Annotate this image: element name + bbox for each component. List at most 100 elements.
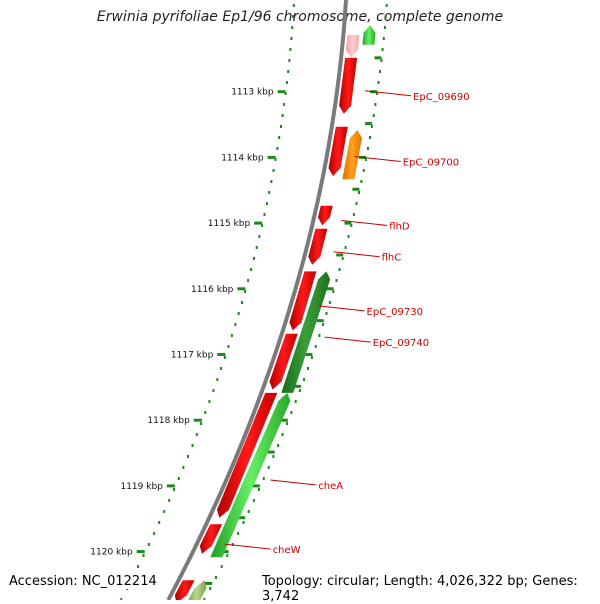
ruler-dot <box>374 103 377 106</box>
kbp-minor-tick <box>267 450 275 454</box>
ruler-dot <box>220 367 223 370</box>
gene-arrow-epc_09740 <box>281 271 331 393</box>
ruler-dot <box>292 4 295 7</box>
ruler-dot <box>268 191 271 194</box>
ruler-dot <box>352 213 355 216</box>
kbp-tick <box>237 287 246 291</box>
gene-label-leader <box>324 336 371 343</box>
kbp-tick <box>254 221 263 225</box>
kbp-label: 1119 kbp <box>120 482 163 492</box>
ruler-dot <box>242 521 245 524</box>
ruler-dot <box>237 532 240 535</box>
kbp-minor-tick <box>374 56 382 60</box>
kbp-minor-tick <box>205 581 213 585</box>
ruler-dot <box>332 290 335 293</box>
ruler-dot <box>310 356 313 359</box>
gene-label: cheW <box>273 545 301 556</box>
ruler-dot <box>263 213 266 216</box>
kbp-label: 1116 kbp <box>191 285 234 295</box>
gene-arrow <box>174 580 195 600</box>
kbp-tick <box>277 90 286 94</box>
ruler-dot <box>255 246 258 249</box>
ruler-dot <box>168 499 171 502</box>
gene-labels: EpC_09690 EpC_09700 flhD flhC EpC_09730 EpC_0… <box>224 90 470 556</box>
ruler-dot <box>367 147 369 150</box>
ruler-dot <box>318 334 321 337</box>
kbp-minor-tick <box>238 516 246 520</box>
ruler-dot <box>338 268 341 271</box>
ruler-dot <box>153 532 156 535</box>
ruler-dot <box>173 488 175 491</box>
ruler-dot <box>385 4 388 7</box>
ruler-dot <box>120 598 123 600</box>
gene-label: cheA <box>318 481 343 492</box>
ruler-dot <box>291 26 294 29</box>
gene-label: EpC_09700 <box>403 158 459 169</box>
ruler-dot <box>298 389 301 392</box>
ruler-dot <box>272 169 275 172</box>
ruler-dot <box>283 103 286 106</box>
ruler-dot <box>163 510 166 513</box>
gene-label-leader <box>270 479 317 486</box>
ruler-dot <box>381 48 384 51</box>
gene-label-leader <box>354 156 401 162</box>
gene-arrow <box>217 392 278 518</box>
ruler-dot <box>289 48 292 51</box>
ruler-dot <box>325 312 328 315</box>
ruler-dot <box>209 587 212 590</box>
ruler-dot <box>290 37 293 40</box>
ruler-dot <box>277 444 280 447</box>
ruler-dot <box>380 59 383 62</box>
ruler-dot <box>216 378 219 381</box>
ruler-dot <box>344 246 347 249</box>
ruler-dot <box>158 521 161 524</box>
ruler-dot <box>265 202 268 205</box>
ruler-dot <box>377 81 380 84</box>
gene-arrow-chea <box>210 392 291 558</box>
gene-arrow-epc_09700 <box>328 126 348 177</box>
ruler-dot <box>272 455 275 458</box>
ruler-dot <box>362 169 365 172</box>
ruler-dot <box>177 477 180 480</box>
gene-label: EpC_09740 <box>373 338 429 349</box>
ruler-dot <box>147 543 150 546</box>
gene-label-leader <box>365 90 412 97</box>
ruler-dot <box>223 356 226 359</box>
kbp-minor-tick <box>316 319 324 323</box>
gene-features <box>174 25 376 600</box>
kbp-tick-outer <box>305 353 313 356</box>
ruler-dot <box>280 125 282 128</box>
ruler-dot <box>284 92 287 95</box>
ruler-dot <box>281 114 284 117</box>
kbp-label: 1114 kbp <box>221 153 264 163</box>
ruler-dot <box>328 301 331 304</box>
ruler-dot <box>252 499 255 502</box>
gene-arrow <box>345 34 360 58</box>
gene-label: EpC_09730 <box>367 307 423 318</box>
ruler-dot <box>372 114 375 117</box>
kbp-tick <box>267 155 276 159</box>
kbp-minor-tick <box>365 122 373 126</box>
ruler-dot <box>227 345 230 348</box>
ruler-dot <box>285 81 288 84</box>
gene-label-leader <box>333 251 380 258</box>
ruler-ticks: 1113 kbp 1114 kbp 1115 kbp 1116 kbp 1117 kbp… <box>90 56 382 585</box>
ruler-dot <box>212 389 215 392</box>
map-title: Erwinia pyrifoliae Ep1/96 chromosome, co… <box>96 9 504 25</box>
ruler-dot <box>294 400 297 403</box>
ruler-dot <box>247 279 250 282</box>
kbp-tick <box>136 550 145 554</box>
kbp-tick <box>193 418 202 422</box>
ruler-dot <box>241 301 243 304</box>
kbp-minor-tick <box>293 384 301 388</box>
ruler-dot <box>288 59 291 62</box>
ruler-dot <box>262 477 265 480</box>
ruler-dot <box>267 466 270 469</box>
kbp-minor-tick <box>336 253 344 257</box>
ruler-dot <box>383 26 386 29</box>
topology-text: Topology: circular; Length: 4,026,322 bp… <box>260 574 600 604</box>
kbp-tick <box>166 484 175 488</box>
kbp-tick-outer <box>326 287 334 291</box>
ruler-dot <box>195 433 198 436</box>
kbp-tick-outer <box>280 418 288 422</box>
